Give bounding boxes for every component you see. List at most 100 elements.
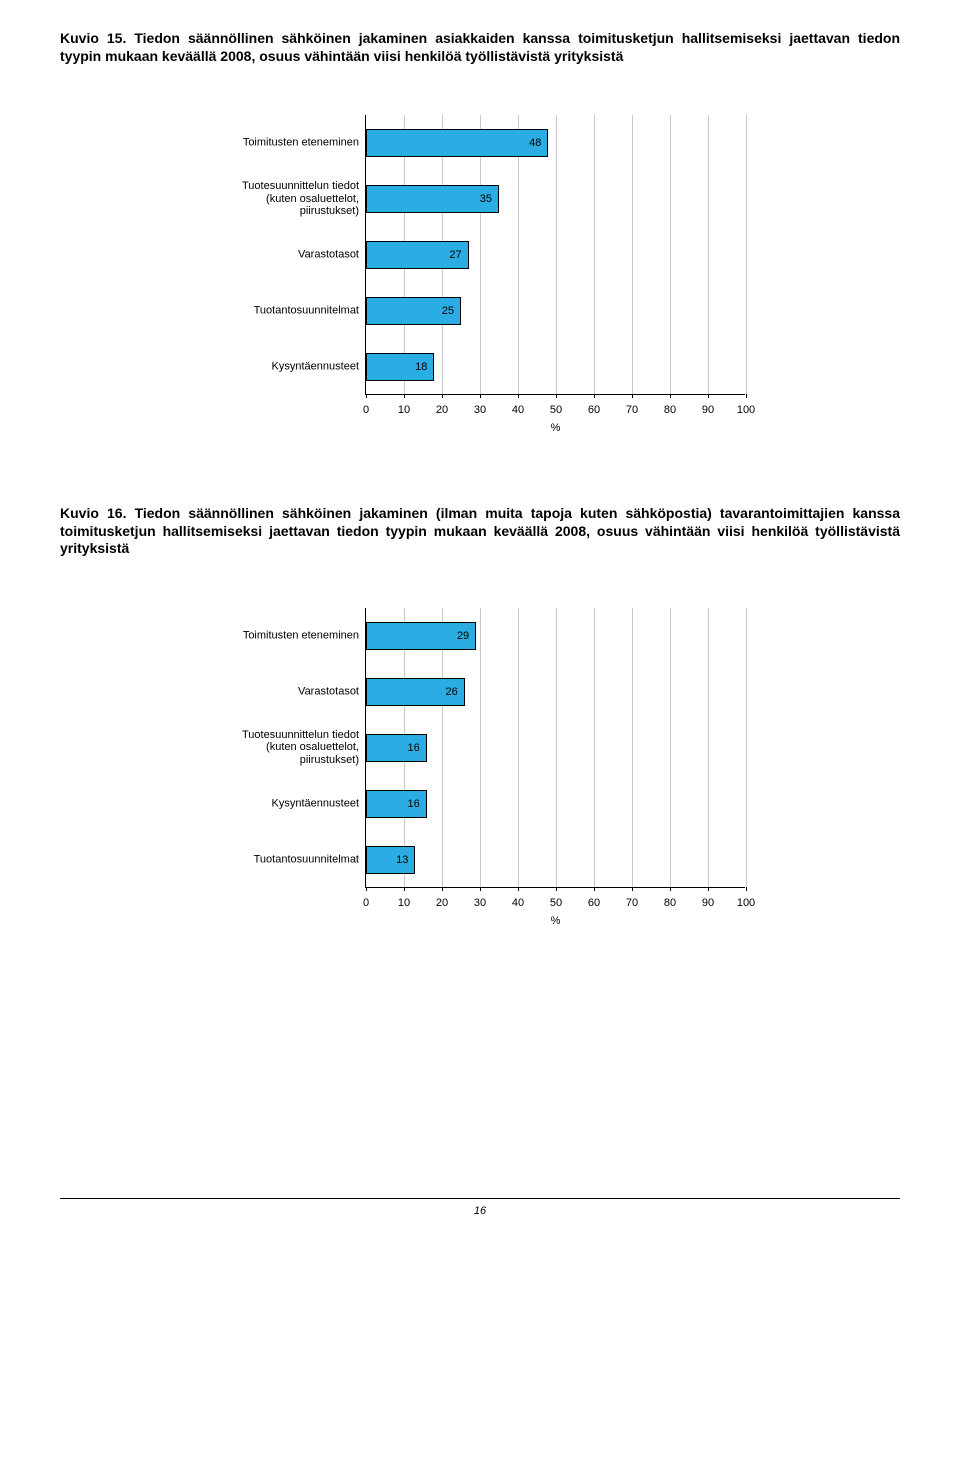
gridline — [708, 115, 709, 394]
chart-1-plot: 0102030405060708090100%4835272518 — [365, 115, 745, 395]
x-tick — [366, 394, 367, 398]
chart-2: 0102030405060708090100%2926161613 Toimit… — [195, 598, 765, 938]
bar: 26 — [366, 678, 465, 706]
x-tick-label: 50 — [550, 404, 562, 416]
y-category-label: Tuotantosuunnitelmat — [199, 305, 359, 318]
y-category-label: Varastotasot — [199, 685, 359, 698]
chart-2-wrap: 0102030405060708090100%2926161613 Toimit… — [195, 598, 765, 938]
gridline — [556, 608, 557, 887]
x-tick — [556, 887, 557, 891]
bar: 18 — [366, 353, 434, 381]
page-number: 16 — [474, 1205, 486, 1217]
x-tick — [670, 394, 671, 398]
x-tick-label: 60 — [588, 404, 600, 416]
x-tick-label: 90 — [702, 404, 714, 416]
gridline — [670, 115, 671, 394]
x-tick-label: 30 — [474, 404, 486, 416]
gridline — [594, 608, 595, 887]
bar: 27 — [366, 241, 469, 269]
gridline — [480, 608, 481, 887]
x-tick — [518, 887, 519, 891]
bar: 48 — [366, 129, 548, 157]
x-tick — [746, 887, 747, 891]
x-tick — [366, 887, 367, 891]
x-tick — [708, 887, 709, 891]
x-tick — [556, 394, 557, 398]
bar-value: 18 — [415, 361, 427, 373]
gridline — [746, 608, 747, 887]
x-tick-label: 20 — [436, 404, 448, 416]
x-tick-label: 100 — [737, 897, 755, 909]
x-tick — [708, 394, 709, 398]
x-tick-label: 60 — [588, 897, 600, 909]
bar: 16 — [366, 734, 427, 762]
x-axis-label: % — [551, 915, 561, 927]
x-tick-label: 50 — [550, 897, 562, 909]
x-tick — [594, 394, 595, 398]
x-axis-label: % — [551, 422, 561, 434]
chart-1-wrap: 0102030405060708090100%4835272518 Toimit… — [195, 105, 765, 445]
x-tick-label: 10 — [398, 897, 410, 909]
caption-1-text: Tiedon säännöllinen sähköinen jakaminen … — [60, 30, 900, 64]
y-category-label: Tuotantosuunnitelmat — [199, 853, 359, 866]
x-tick — [670, 887, 671, 891]
caption-1-prefix: Kuvio 15. — [60, 30, 134, 46]
x-tick — [518, 394, 519, 398]
gridline — [518, 608, 519, 887]
y-category-label: Toimitusten eteneminen — [199, 137, 359, 150]
x-tick — [480, 887, 481, 891]
y-category-label: Tuotesuunnittelun tiedot(kuten osaluette… — [199, 180, 359, 218]
x-tick — [632, 394, 633, 398]
page: Kuvio 15. Tiedon säännöllinen sähköinen … — [0, 0, 960, 1247]
bar: 25 — [366, 297, 461, 325]
y-category-label: Kysyntäennusteet — [199, 797, 359, 810]
y-category-label: Tuotesuunnittelun tiedot(kuten osaluette… — [199, 729, 359, 767]
y-category-label: Kysyntäennusteet — [199, 361, 359, 374]
x-tick — [632, 887, 633, 891]
caption-1: Kuvio 15. Tiedon säännöllinen sähköinen … — [60, 30, 900, 65]
x-tick — [746, 394, 747, 398]
y-category-label: Varastotasot — [199, 249, 359, 262]
x-tick — [404, 394, 405, 398]
caption-2-text: Tiedon säännöllinen sähköinen jakaminen … — [60, 505, 900, 556]
bar-value: 27 — [449, 249, 461, 261]
gridline — [708, 608, 709, 887]
gridline — [632, 115, 633, 394]
gridline — [556, 115, 557, 394]
bar-value: 13 — [396, 854, 408, 866]
x-tick — [594, 887, 595, 891]
x-tick-label: 40 — [512, 404, 524, 416]
bar: 13 — [366, 846, 415, 874]
x-tick-label: 0 — [363, 897, 369, 909]
bar-value: 25 — [442, 305, 454, 317]
x-tick-label: 20 — [436, 897, 448, 909]
x-tick-label: 100 — [737, 404, 755, 416]
bar: 29 — [366, 622, 476, 650]
x-tick — [442, 887, 443, 891]
x-tick-label: 80 — [664, 404, 676, 416]
bar-value: 48 — [529, 137, 541, 149]
bar: 35 — [366, 185, 499, 213]
x-tick-label: 40 — [512, 897, 524, 909]
bar-value: 35 — [480, 193, 492, 205]
gridline — [632, 608, 633, 887]
bar-value: 26 — [446, 686, 458, 698]
x-tick-label: 30 — [474, 897, 486, 909]
page-footer: 16 — [60, 1198, 900, 1217]
x-tick — [480, 394, 481, 398]
bar: 16 — [366, 790, 427, 818]
caption-2-prefix: Kuvio 16. — [60, 505, 135, 521]
gridline — [594, 115, 595, 394]
chart-1: 0102030405060708090100%4835272518 Toimit… — [195, 105, 765, 445]
x-tick — [404, 887, 405, 891]
x-tick-label: 70 — [626, 897, 638, 909]
gridline — [670, 608, 671, 887]
y-category-label: Toimitusten eteneminen — [199, 629, 359, 642]
caption-2: Kuvio 16. Tiedon säännöllinen sähköinen … — [60, 505, 900, 558]
x-tick-label: 0 — [363, 404, 369, 416]
x-tick-label: 80 — [664, 897, 676, 909]
bar-value: 29 — [457, 630, 469, 642]
bar-value: 16 — [408, 742, 420, 754]
x-tick — [442, 394, 443, 398]
gridline — [746, 115, 747, 394]
